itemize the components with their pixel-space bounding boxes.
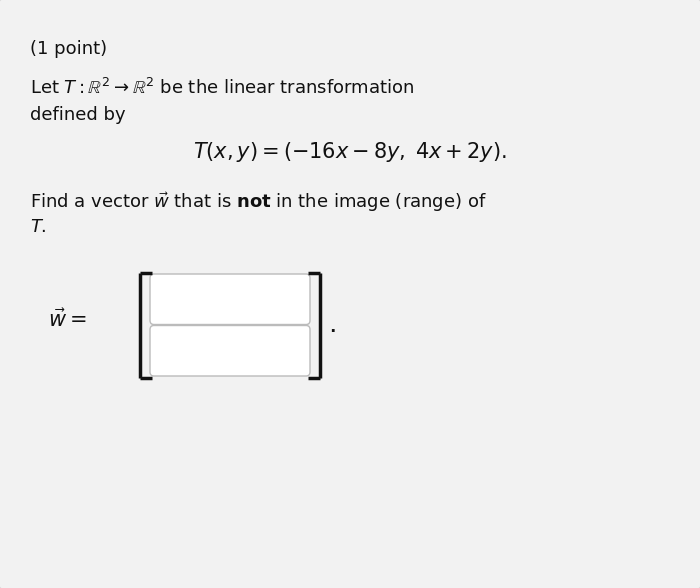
Text: Let $T : \mathbb{R}^2 \to \mathbb{R}^2$ be the linear transformation: Let $T : \mathbb{R}^2 \to \mathbb{R}^2$ … bbox=[30, 78, 414, 98]
FancyBboxPatch shape bbox=[150, 326, 310, 376]
Text: .: . bbox=[328, 312, 337, 339]
Text: defined by: defined by bbox=[30, 106, 125, 124]
Text: Find a vector $\vec{w}$ that is $\mathbf{not}$ in the image (range) of: Find a vector $\vec{w}$ that is $\mathbf… bbox=[30, 190, 486, 214]
Text: (1 point): (1 point) bbox=[30, 40, 107, 58]
Text: $\vec{w} =$: $\vec{w} =$ bbox=[48, 309, 87, 332]
Text: $T(x, y) = (-16x - 8y,\; 4x + 2y).$: $T(x, y) = (-16x - 8y,\; 4x + 2y).$ bbox=[193, 140, 507, 164]
FancyBboxPatch shape bbox=[150, 274, 310, 325]
Text: $T$.: $T$. bbox=[30, 218, 47, 236]
